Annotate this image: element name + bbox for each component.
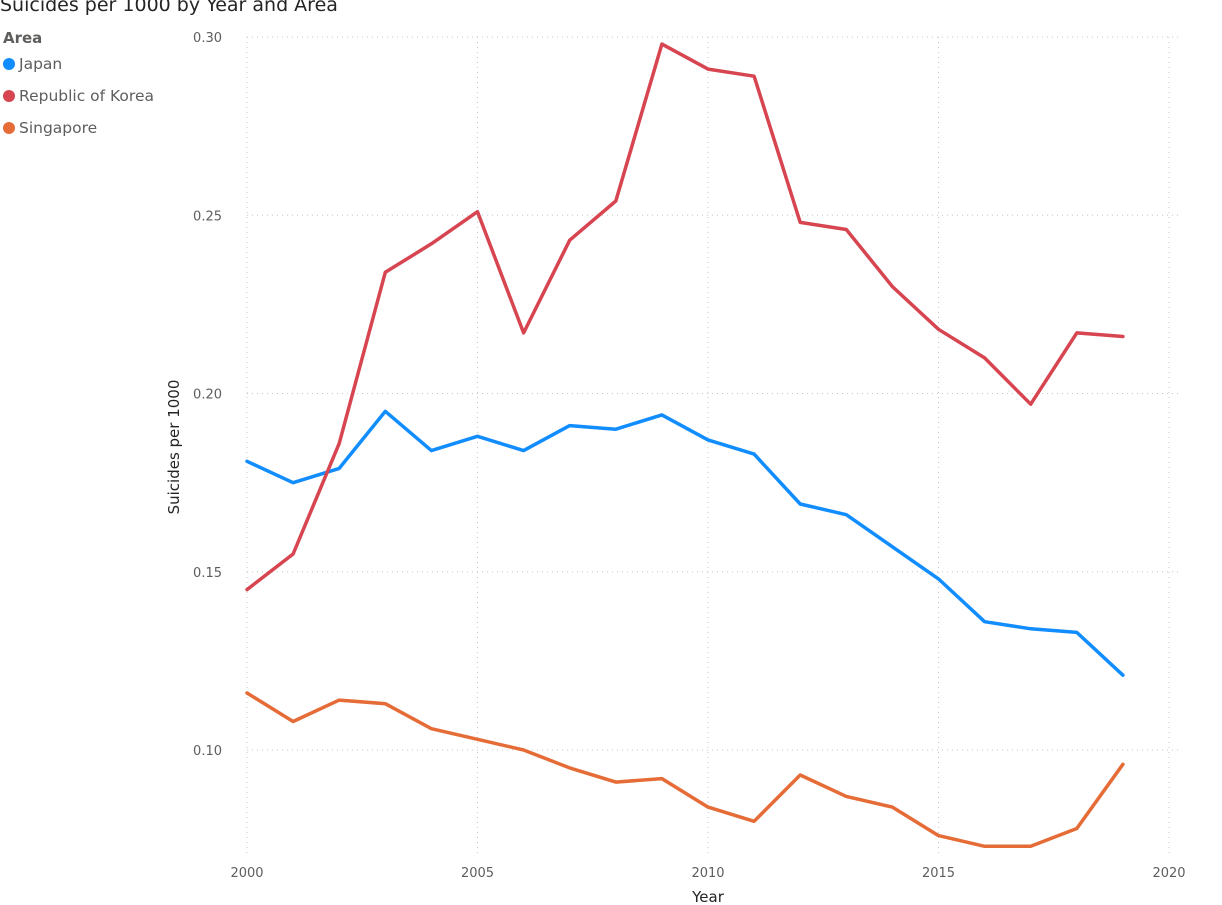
y-tick-label: 0.20 xyxy=(193,388,222,403)
series-lines xyxy=(247,44,1123,846)
series-line-singapore[interactable] xyxy=(247,693,1123,846)
y-tick-label: 0.30 xyxy=(193,31,222,46)
x-tick-label: 2020 xyxy=(1152,866,1185,881)
x-axis-title: Year xyxy=(691,888,725,905)
x-tick-label: 2010 xyxy=(691,866,724,881)
x-tick-label: 2000 xyxy=(230,866,263,881)
y-axis-ticks: 0.10 0.15 0.20 0.25 0.30 xyxy=(193,31,222,759)
line-chart: 0.10 0.15 0.20 0.25 0.30 2000 2005 2010 2015 202… xyxy=(0,0,1222,905)
y-tick-label: 0.15 xyxy=(193,566,222,581)
x-tick-label: 2015 xyxy=(922,866,955,881)
series-line-japan[interactable] xyxy=(247,411,1123,675)
x-axis-ticks: 2000 2005 2010 2015 2020 xyxy=(230,866,1185,881)
y-tick-label: 0.10 xyxy=(193,744,222,759)
y-axis-title: Suicides per 1000 xyxy=(165,380,183,515)
x-tick-label: 2005 xyxy=(461,866,494,881)
y-tick-label: 0.25 xyxy=(193,209,222,224)
series-line-republic-of-korea[interactable] xyxy=(247,44,1123,590)
gridlines xyxy=(247,37,1178,857)
